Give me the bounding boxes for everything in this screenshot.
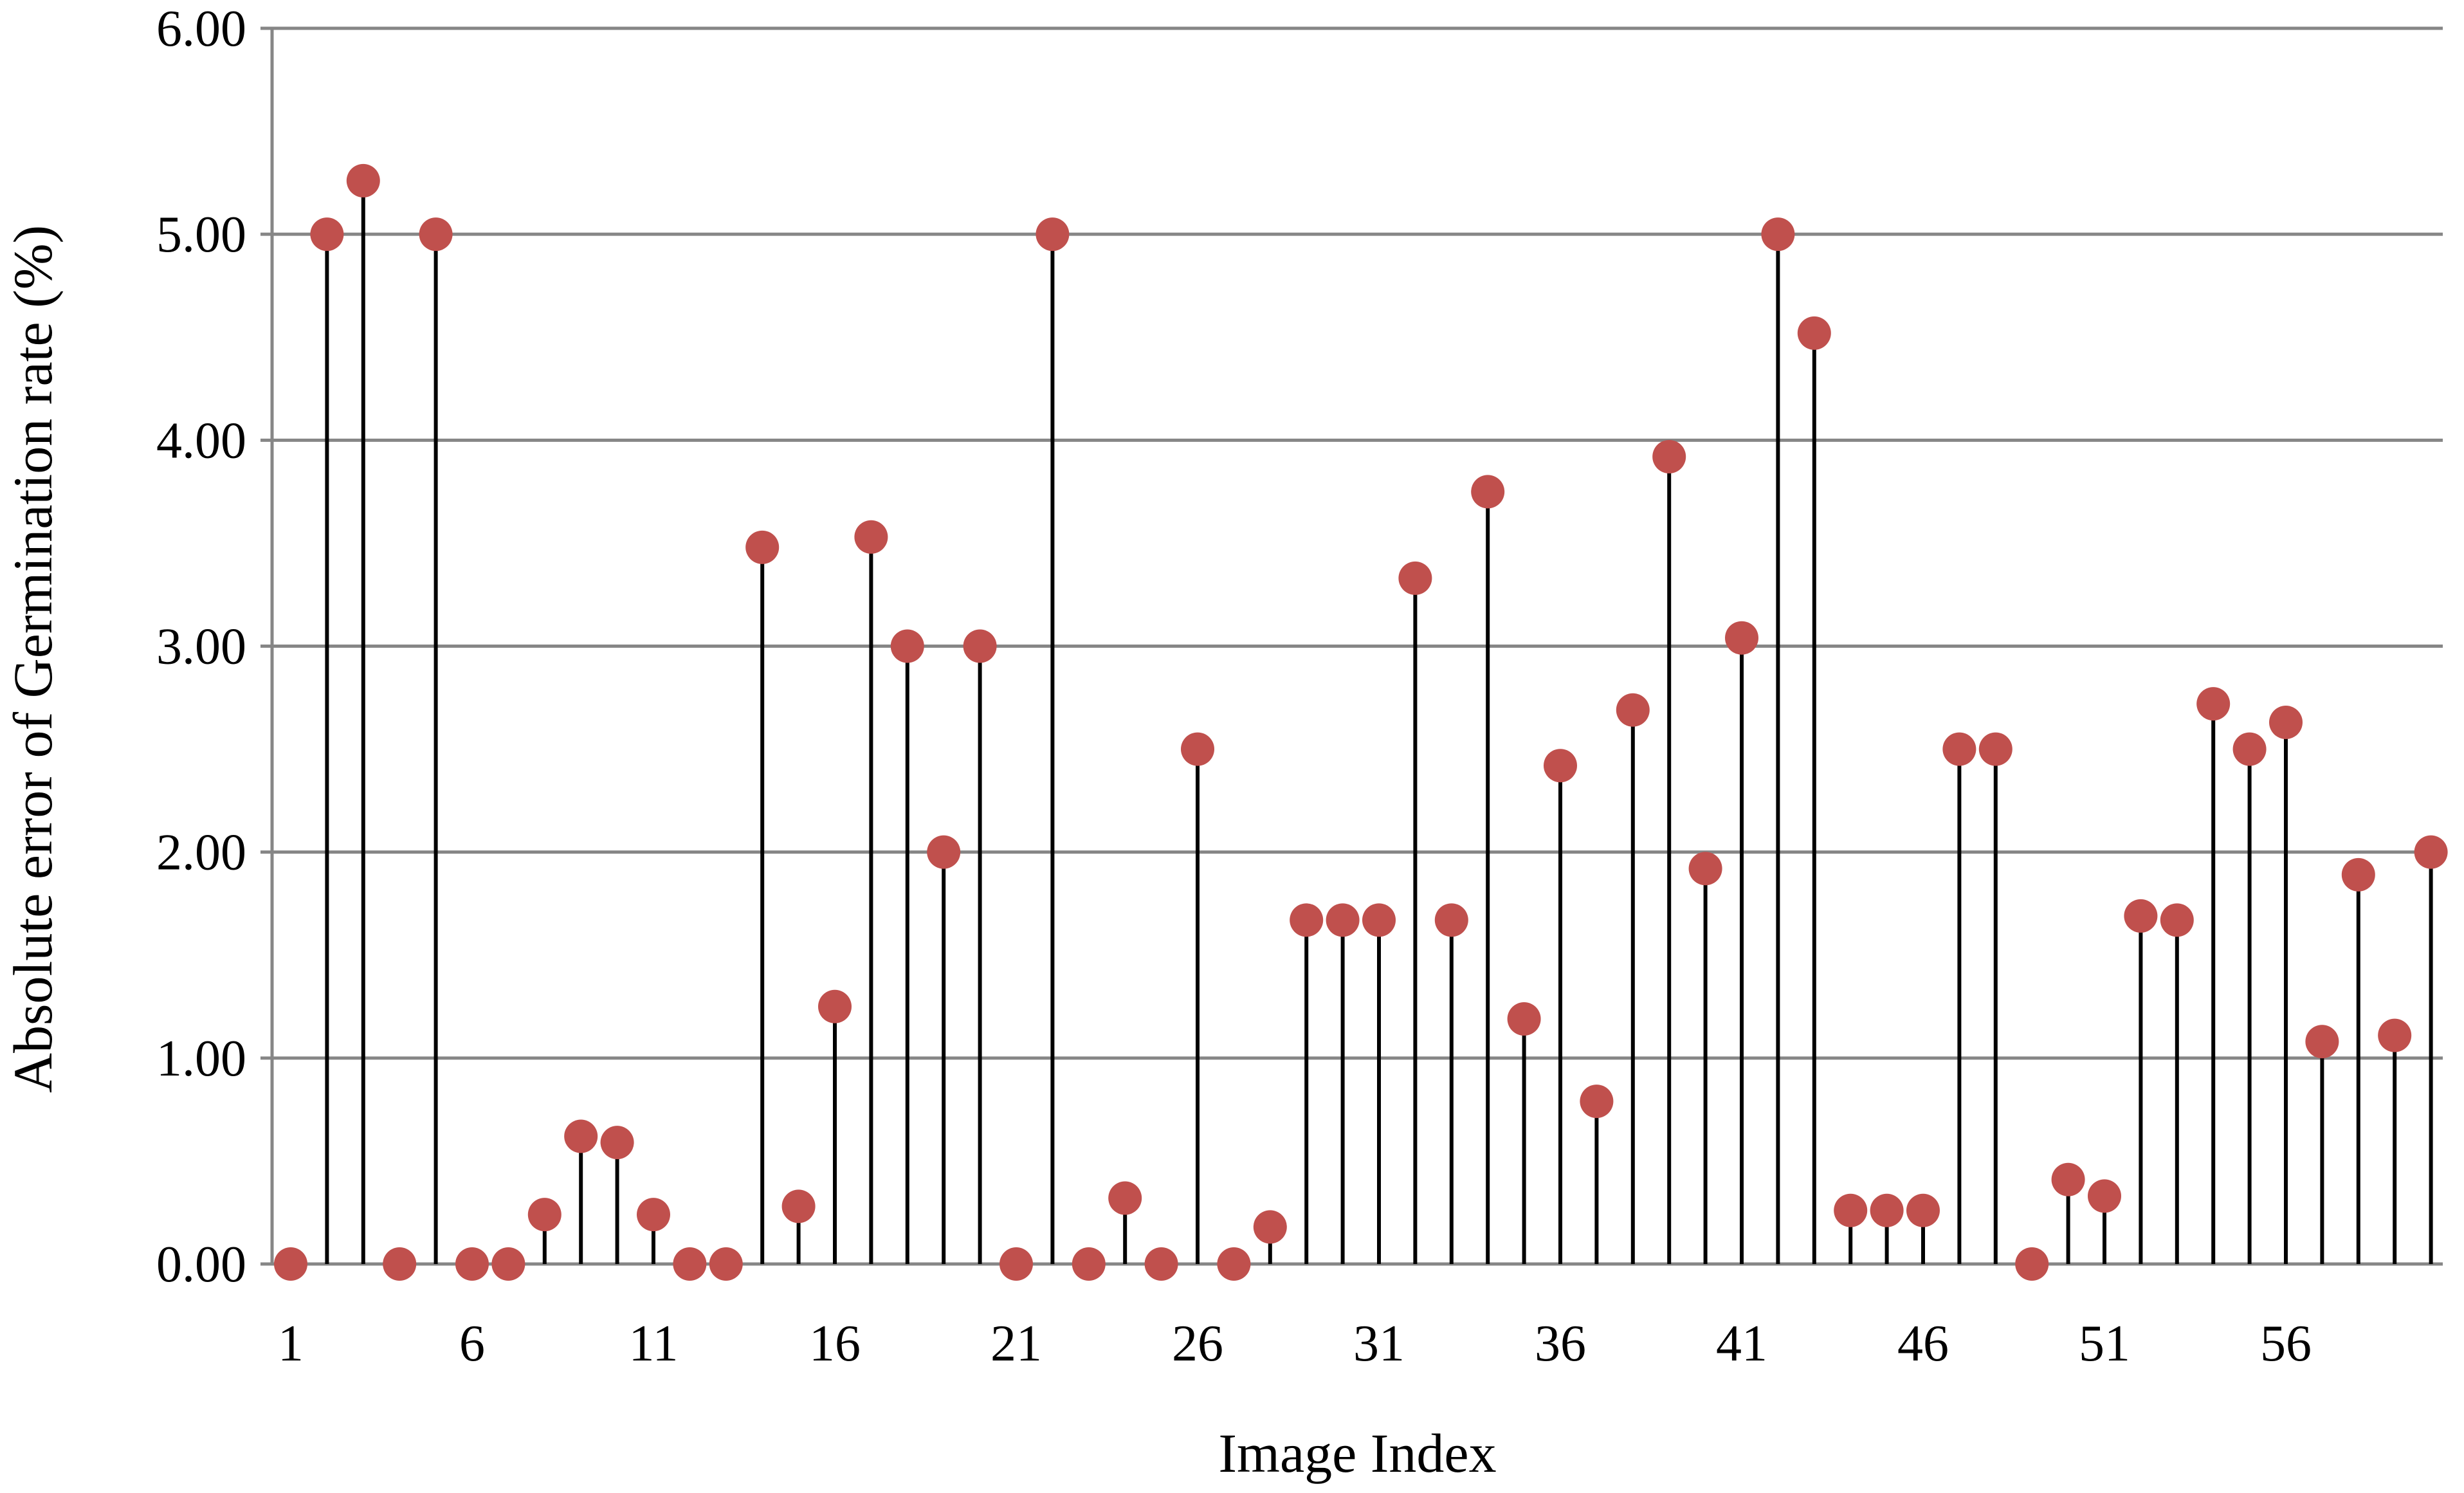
x-tick-label: 6 bbox=[459, 1315, 485, 1372]
gridlines bbox=[272, 26, 2443, 1060]
data-point bbox=[2269, 705, 2303, 739]
data-point bbox=[1507, 1002, 1541, 1036]
y-tick-label: 3.00 bbox=[156, 619, 246, 675]
data-point bbox=[1725, 621, 1758, 655]
x-tick-label: 31 bbox=[1353, 1315, 1405, 1372]
data-point bbox=[1652, 439, 1686, 473]
y-tick-label: 6.00 bbox=[156, 1, 246, 57]
data-point bbox=[1362, 903, 1396, 937]
data-point bbox=[1870, 1193, 1904, 1227]
data-point bbox=[963, 629, 997, 663]
data-point bbox=[491, 1247, 525, 1281]
data-point bbox=[1253, 1210, 1287, 1244]
data-point bbox=[781, 1189, 816, 1223]
y-tick-label: 1.00 bbox=[156, 1030, 246, 1087]
markers bbox=[274, 163, 2448, 1281]
y-tick-label: 5.00 bbox=[156, 206, 246, 263]
data-point bbox=[1978, 732, 2012, 766]
x-tick-labels: 1 6 11 16 21 26 31 36 41 46 51 56 bbox=[278, 1315, 2312, 1372]
data-point bbox=[1181, 732, 1214, 766]
data-point bbox=[1144, 1247, 1178, 1281]
x-tick-label: 46 bbox=[1897, 1315, 1949, 1372]
y-tick-labels: 0.00 1.00 2.00 3.00 4.00 5.00 6.00 bbox=[156, 1, 246, 1293]
data-point bbox=[2341, 857, 2375, 892]
data-point bbox=[600, 1126, 634, 1160]
x-tick-label: 11 bbox=[628, 1315, 678, 1372]
data-point bbox=[999, 1247, 1033, 1281]
x-tick-label: 36 bbox=[1535, 1315, 1586, 1372]
x-tick-label: 56 bbox=[2260, 1315, 2312, 1372]
data-point bbox=[2414, 835, 2448, 869]
stems bbox=[325, 180, 2433, 1264]
data-point bbox=[1942, 732, 1976, 766]
x-tick-label: 1 bbox=[278, 1315, 304, 1372]
data-point bbox=[745, 530, 780, 564]
data-point bbox=[927, 835, 961, 869]
data-point bbox=[2124, 899, 2158, 933]
data-point bbox=[527, 1198, 561, 1232]
x-axis-title: Image Index bbox=[1218, 1422, 1496, 1484]
data-point bbox=[1398, 561, 1432, 595]
data-point bbox=[1108, 1181, 1142, 1215]
data-point bbox=[1906, 1193, 1940, 1227]
data-point bbox=[1834, 1193, 1868, 1227]
data-point bbox=[2088, 1179, 2121, 1213]
x-tick-label: 51 bbox=[2079, 1315, 2130, 1372]
data-point bbox=[419, 217, 453, 252]
data-point bbox=[2232, 732, 2267, 766]
data-point bbox=[818, 989, 852, 1023]
data-point bbox=[455, 1247, 489, 1281]
data-point bbox=[2378, 1018, 2412, 1052]
data-point bbox=[2051, 1162, 2085, 1196]
y-tick-label: 2.00 bbox=[156, 825, 246, 881]
data-point bbox=[1797, 316, 1831, 350]
y-axis-title: Absolute error of Germination rate (%) bbox=[2, 225, 64, 1093]
data-point bbox=[709, 1247, 743, 1281]
data-point bbox=[1761, 217, 1795, 252]
data-point bbox=[2196, 687, 2231, 721]
data-point bbox=[1072, 1247, 1106, 1281]
x-tick-label: 41 bbox=[1716, 1315, 1767, 1372]
data-point bbox=[854, 520, 888, 554]
data-point bbox=[1580, 1085, 1614, 1119]
data-point bbox=[1616, 693, 1650, 727]
data-point bbox=[1036, 217, 1070, 252]
data-point bbox=[2305, 1025, 2339, 1059]
data-point bbox=[673, 1247, 707, 1281]
x-tick-label: 21 bbox=[990, 1315, 1042, 1372]
data-point bbox=[383, 1247, 417, 1281]
data-point bbox=[1688, 852, 1722, 886]
data-point bbox=[346, 163, 380, 197]
data-point bbox=[1471, 475, 1505, 509]
data-point bbox=[2015, 1247, 2049, 1281]
data-point bbox=[1290, 903, 1324, 937]
y-tick-label: 4.00 bbox=[156, 412, 246, 469]
data-point bbox=[1217, 1247, 1251, 1281]
data-point bbox=[310, 217, 344, 252]
data-point bbox=[637, 1198, 670, 1232]
data-point bbox=[1326, 903, 1360, 937]
y-tick-label: 0.00 bbox=[156, 1236, 246, 1293]
axes bbox=[260, 26, 2443, 1266]
data-point bbox=[1544, 749, 1577, 783]
data-point bbox=[564, 1119, 598, 1153]
data-point bbox=[274, 1247, 307, 1281]
data-point bbox=[1434, 903, 1468, 937]
x-tick-label: 26 bbox=[1172, 1315, 1223, 1372]
data-point bbox=[890, 629, 924, 663]
x-tick-label: 16 bbox=[809, 1315, 861, 1372]
data-point bbox=[2160, 903, 2194, 937]
